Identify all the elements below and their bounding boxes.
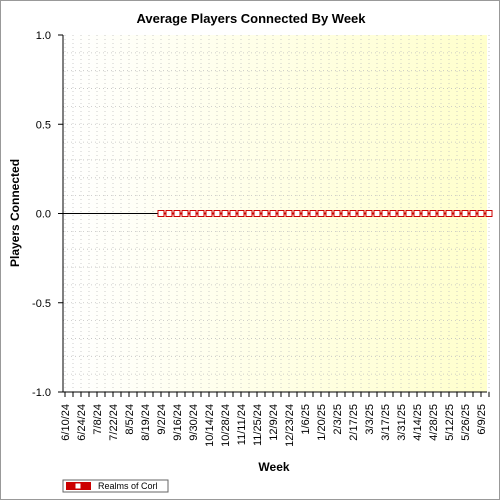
x-tick-label: 7/22/24	[108, 404, 120, 441]
series-point	[413, 210, 421, 217]
series-point	[189, 210, 197, 217]
x-tick-label: 2/17/25	[348, 404, 360, 441]
y-tick-label: -1.0	[32, 387, 51, 399]
y-tick-label: 0.5	[36, 119, 51, 131]
series-point	[349, 210, 357, 217]
series-point	[197, 210, 205, 217]
series-point	[229, 210, 237, 217]
y-tick-label: 0.0	[36, 209, 51, 221]
series-point	[333, 210, 341, 217]
x-tick-label: 2/3/25	[332, 404, 344, 435]
series-point	[485, 210, 493, 217]
legend-marker	[74, 482, 82, 490]
series-group	[157, 210, 493, 217]
series-point	[269, 210, 277, 217]
x-tick-label: 11/11/24	[236, 404, 248, 445]
series-point	[341, 210, 349, 217]
series-point	[221, 210, 229, 217]
y-tick-label: -0.5	[32, 298, 51, 310]
x-axis-title: Week	[258, 460, 289, 474]
series-point	[293, 210, 301, 217]
x-tick-label: 6/24/24	[76, 404, 88, 441]
x-tick-label: 1/20/25	[316, 404, 328, 441]
series-point	[253, 210, 261, 217]
series-point	[405, 210, 413, 217]
x-tick-label: 5/12/25	[444, 404, 456, 441]
series-point	[237, 210, 245, 217]
series-point	[245, 210, 253, 217]
series-point	[437, 210, 445, 217]
series-point	[477, 210, 485, 217]
series-point	[373, 210, 381, 217]
series-point	[277, 210, 285, 217]
legend: Realms of Corl	[62, 479, 169, 493]
x-tick-label: 6/10/24	[60, 404, 72, 441]
series-point	[357, 210, 365, 217]
series-point	[365, 210, 373, 217]
series-point	[429, 210, 437, 217]
series-point	[301, 210, 309, 217]
x-tick-label: 8/5/24	[124, 404, 136, 435]
series-point	[309, 210, 317, 217]
x-tick-label: 6/9/25	[476, 404, 488, 435]
series-point	[381, 210, 389, 217]
series-point	[461, 210, 469, 217]
x-tick-label: 1/6/25	[300, 404, 312, 435]
series-point	[389, 210, 397, 217]
series-point	[397, 210, 405, 217]
series-point	[453, 210, 461, 217]
x-tick-label: 9/2/24	[156, 404, 168, 435]
x-tick-label: 12/23/24	[284, 404, 296, 447]
x-tick-label: 8/19/24	[140, 404, 152, 441]
y-axis-ticks: 1.0 0.5 0.0 -0.5 -1.0	[32, 30, 63, 399]
x-tick-label: 10/28/24	[220, 404, 232, 447]
x-tick-label: 3/3/25	[364, 404, 376, 435]
x-tick-label: 10/14/24	[204, 404, 216, 447]
x-tick-label: 12/9/24	[268, 404, 280, 441]
chart-title: Average Players Connected By Week	[136, 11, 366, 26]
series-point	[181, 210, 189, 217]
series-point	[205, 210, 213, 217]
series-point	[325, 210, 333, 217]
series-point	[261, 210, 269, 217]
series-point	[157, 210, 165, 217]
x-tick-label: 4/14/25	[412, 404, 424, 441]
series-point	[317, 210, 325, 217]
x-tick-label: 5/26/25	[460, 404, 472, 441]
series-point	[421, 210, 429, 217]
x-tick-label: 11/25/24	[252, 404, 264, 446]
series-point	[173, 210, 181, 217]
x-tick-label: 3/17/25	[380, 404, 392, 441]
x-tick-label: 7/8/24	[92, 404, 104, 435]
series-point	[213, 210, 221, 217]
y-axis-title: Players Connected	[8, 159, 22, 267]
x-tick-label: 9/16/24	[172, 404, 184, 441]
series-point	[285, 210, 293, 217]
y-tick-label: 1.0	[36, 30, 51, 42]
series-point	[165, 210, 173, 217]
series-point	[445, 210, 453, 217]
x-tick-label: 9/30/24	[188, 404, 200, 441]
series-point	[469, 210, 477, 217]
legend-label: Realms of Corl	[98, 481, 158, 491]
x-tick-label: 3/31/25	[396, 404, 408, 441]
x-tick-label: 4/28/25	[428, 404, 440, 441]
x-axis-ticks: 6/10/24 6/24/24 7/8/24 7/22/24 8/5/24 8/19/24…	[60, 392, 490, 447]
